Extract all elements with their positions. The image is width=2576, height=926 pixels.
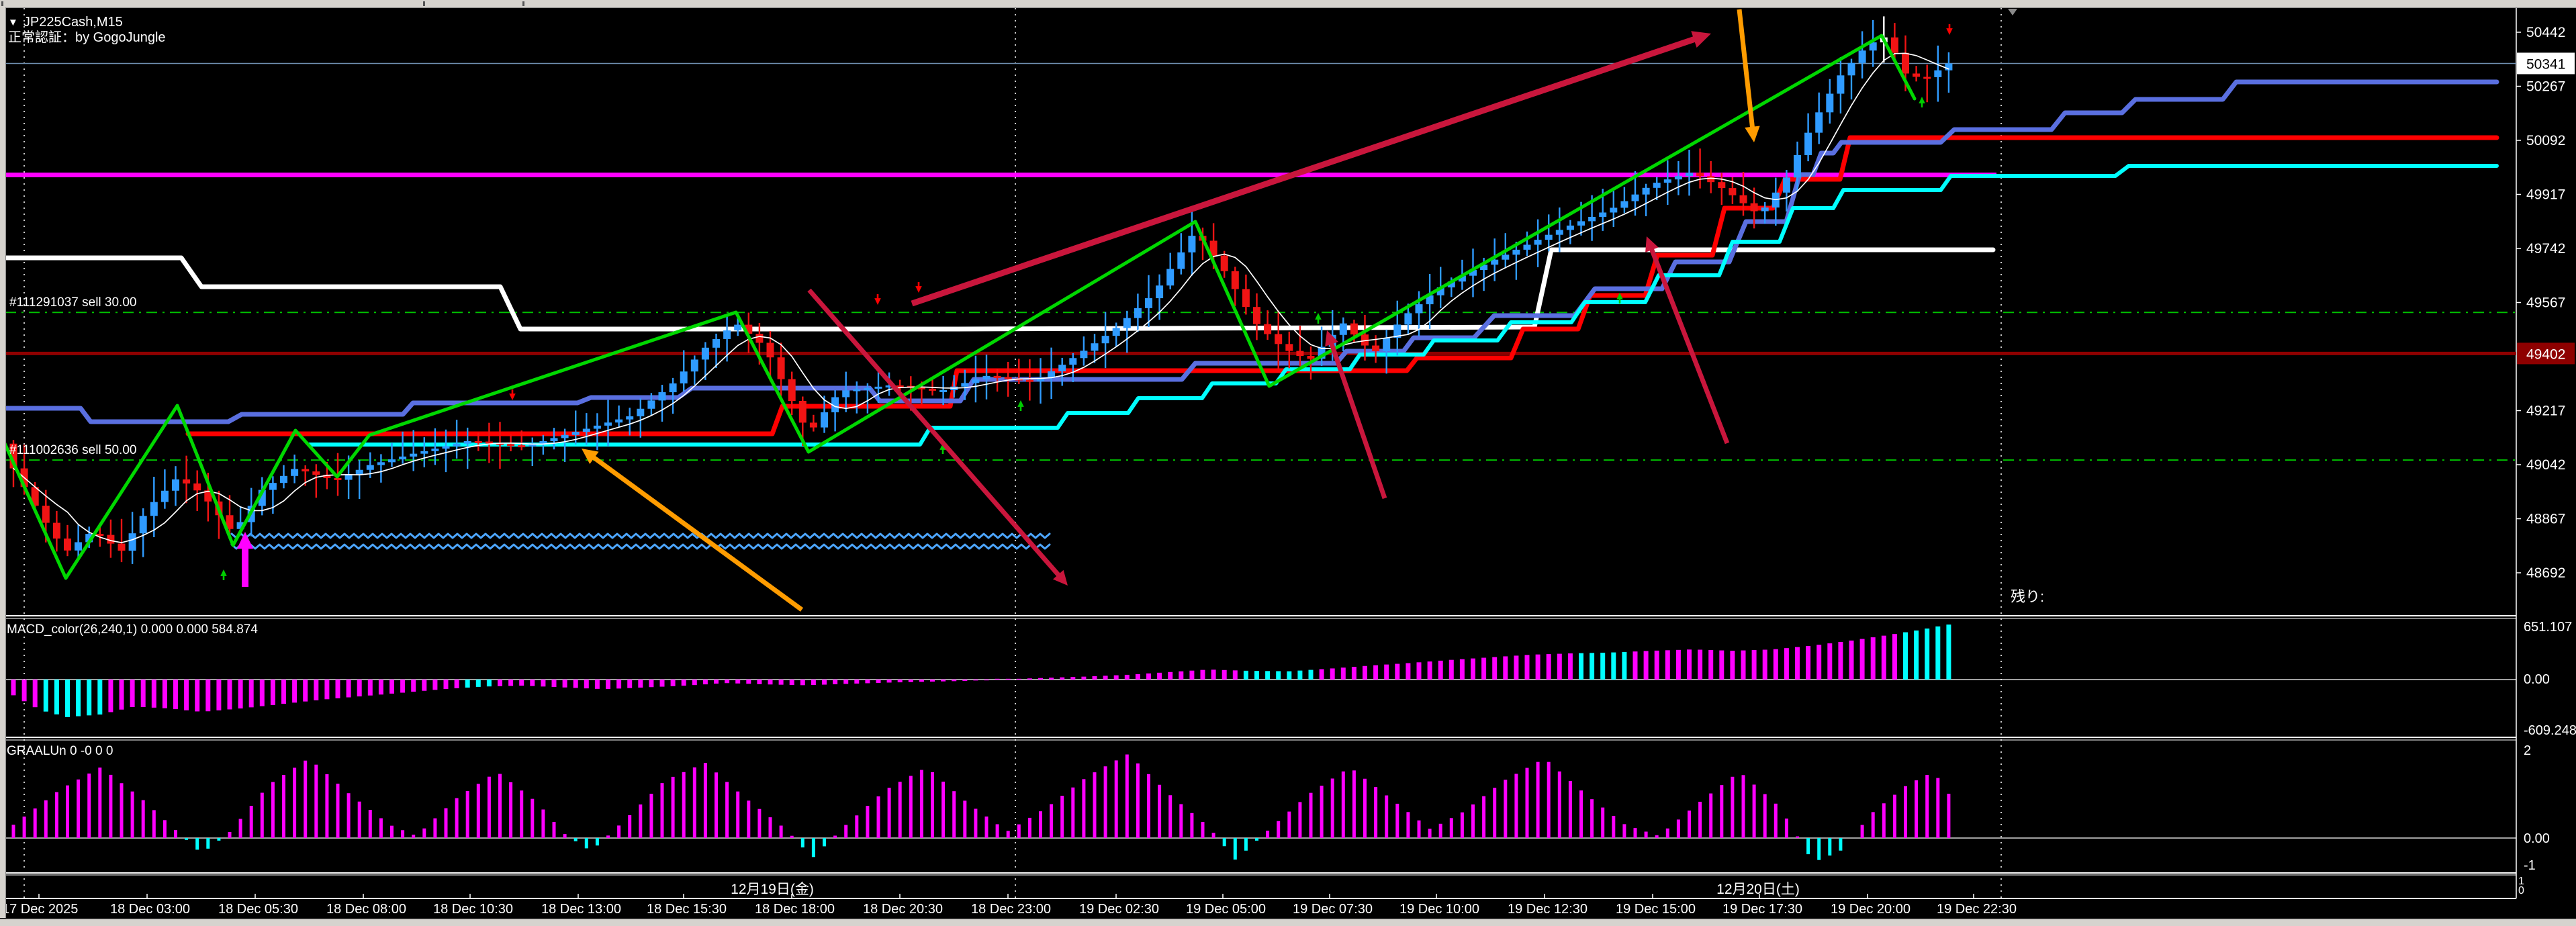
order-line-label-2[interactable]: #111002636 sell 50.00 bbox=[9, 443, 137, 457]
time-axis-label: 19 Dec 10:00 bbox=[1399, 902, 1479, 917]
time-axis-label: 19 Dec 20:00 bbox=[1831, 902, 1911, 917]
indicator-scale-label: 651.107 bbox=[2524, 620, 2572, 635]
order-line-label-1[interactable]: #111291037 sell 30.00 bbox=[9, 295, 137, 310]
time-axis-label: 18 Dec 05:30 bbox=[218, 902, 298, 917]
indicator-scale-label: -1 bbox=[2524, 858, 2536, 873]
panel-borders bbox=[5, 8, 2517, 899]
strip-divider-icon[interactable] bbox=[423, 1, 425, 6]
price-axis-label: 50092 bbox=[2526, 133, 2565, 148]
time-axis-label: 18 Dec 23:00 bbox=[971, 902, 1051, 917]
time-axis-label: 19 Dec 07:30 bbox=[1293, 902, 1373, 917]
window-top-strip[interactable] bbox=[0, 0, 2576, 8]
window-bottom-strip bbox=[0, 919, 2576, 926]
corner-label-1: 1 bbox=[2518, 876, 2524, 887]
price-axis-label: 50442 bbox=[2526, 25, 2565, 40]
indicator-scale-label: 0.00 bbox=[2524, 831, 2550, 846]
chart-title-block: ▼ JP225Cash,M15 正常認証：by GogoJungle bbox=[8, 15, 166, 46]
signal-arrows bbox=[220, 24, 1953, 587]
strip-handle-icon[interactable] bbox=[1, 1, 3, 6]
time-axis-label: 18 Dec 20:30 bbox=[863, 902, 943, 917]
strip-divider-icon[interactable] bbox=[522, 1, 524, 6]
remaining-time-label: 残り: bbox=[2011, 588, 2045, 605]
time-axis-label: 19 Dec 12:30 bbox=[1508, 902, 1588, 917]
price-axis-label: 49567 bbox=[2526, 295, 2565, 311]
time-axis-label: 19 Dec 05:00 bbox=[1186, 902, 1266, 917]
time-axis-label: 19 Dec 22:30 bbox=[1937, 902, 2017, 917]
chart-shift-marker-icon[interactable] bbox=[2008, 9, 2017, 15]
symbol-dropdown-icon[interactable]: ▼ bbox=[8, 16, 18, 28]
price-axis-label: 49042 bbox=[2526, 457, 2565, 473]
time-axis-label: 19 Dec 02:30 bbox=[1079, 902, 1159, 917]
trend-arrows[interactable] bbox=[582, 9, 1760, 612]
indicator-scale-label: 2 bbox=[2524, 743, 2531, 758]
price-axis-label: 48692 bbox=[2526, 565, 2565, 581]
price-axis-label: 48867 bbox=[2526, 512, 2565, 527]
day-label: 12月20日(土) bbox=[1716, 882, 1800, 897]
time-axis-label: 18 Dec 10:30 bbox=[433, 902, 513, 917]
day-separators bbox=[24, 8, 2002, 898]
price-axis-label: 49917 bbox=[2526, 187, 2565, 203]
time-axis-label: 18 Dec 18:00 bbox=[755, 902, 835, 917]
day-label: 12月19日(金) bbox=[731, 882, 814, 897]
macd-panel[interactable] bbox=[5, 624, 2516, 717]
corner-label-0: 0 bbox=[2518, 885, 2524, 896]
price-axis-label: 50267 bbox=[2526, 79, 2565, 95]
indicator-scale-label: 0.00 bbox=[2524, 672, 2550, 687]
time-axis-label: 18 Dec 08:00 bbox=[326, 902, 406, 917]
main-price-panel[interactable] bbox=[3, 9, 2516, 612]
time-axis-label: 18 Dec 15:30 bbox=[647, 902, 727, 917]
current-price-badge: 50341 bbox=[2526, 56, 2565, 72]
auth-note-label: 正常認証：by GogoJungle bbox=[8, 30, 166, 45]
macd-indicator-label: MACD_color(26,240,1) 0.000 0.000 584.874 bbox=[7, 622, 258, 637]
time-axis-label: 19 Dec 15:00 bbox=[1616, 902, 1696, 917]
indicator-scale-label: -609.248 bbox=[2524, 723, 2576, 738]
price-axis[interactable]: 50442 50267 50092 49917 49742 49567 49217 49042… bbox=[2516, 25, 2576, 873]
window-left-border bbox=[0, 7, 6, 918]
graal-panel[interactable] bbox=[5, 754, 2516, 860]
graal-indicator-label: GRAALUn 0 -0 0 0 bbox=[7, 744, 113, 758]
time-axis-label: 19 Dec 17:30 bbox=[1722, 902, 1802, 917]
time-axis-label: 17 Dec 2025 bbox=[2, 902, 78, 917]
time-axis-label: 18 Dec 13:00 bbox=[541, 902, 621, 917]
corner-scale-labels: 1 0 bbox=[2518, 876, 2524, 896]
time-axis-label: 18 Dec 03:00 bbox=[110, 902, 190, 917]
price-axis-label: 49217 bbox=[2526, 404, 2565, 419]
price-axis-label: 49742 bbox=[2526, 241, 2565, 257]
time-axis[interactable]: 17 Dec 2025 18 Dec 03:00 18 Dec 05:30 18 De… bbox=[2, 882, 2017, 917]
alert-price-badge: 49402 bbox=[2526, 346, 2565, 362]
symbol-period-label: JP225Cash,M15 bbox=[23, 15, 123, 30]
